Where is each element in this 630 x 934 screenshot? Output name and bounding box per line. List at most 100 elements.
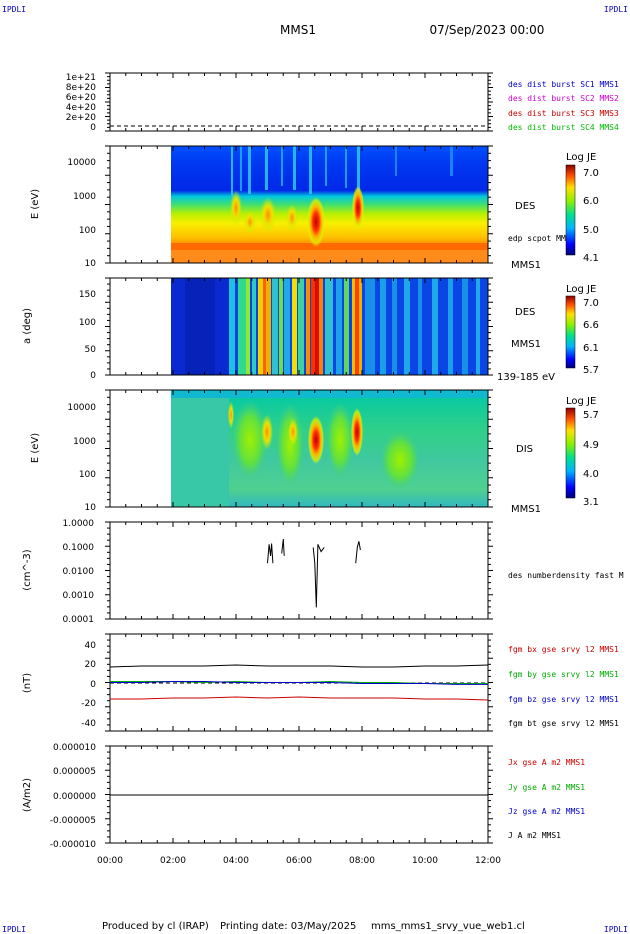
tick-label: 0.0001	[63, 615, 95, 625]
y-axis-label: E (eV)	[30, 189, 41, 219]
panel-density: (cm^-3) 1.0000 0.1000 0.0100 0.0010 0.00…	[22, 519, 624, 625]
streak	[315, 278, 319, 375]
tick-label: 1000	[73, 437, 96, 447]
panel-fgm: (nT) 40 20 0 -20 -40 fgm bx gse srvy l2 …	[22, 633, 619, 732]
colorbar-tick: 5.0	[583, 225, 599, 236]
streak	[336, 278, 342, 375]
streak	[272, 278, 278, 375]
density-series	[267, 538, 361, 608]
colorbar-tick: 5.7	[583, 410, 599, 421]
streak	[309, 146, 312, 194]
y-axis-label: (nT)	[22, 673, 33, 693]
instrument-label: DIS	[516, 444, 533, 455]
tick-label: 0	[90, 123, 96, 133]
tick-label: 0	[90, 680, 96, 690]
legend-bz: fgm bz gse srvy l2 MMS1	[508, 695, 619, 704]
footer-printing-date: Printing date: 03/May/2025	[220, 921, 356, 932]
tick-label: 1000	[73, 192, 96, 202]
hot-spot	[352, 186, 364, 230]
streak	[352, 278, 355, 375]
warm-spot	[260, 197, 276, 233]
legend-jy: Jy gse A m2 MMS1	[508, 783, 585, 792]
streak	[448, 278, 453, 375]
fgm-series	[109, 664, 489, 701]
y-ticks: 1e+21 8e+20 6e+20 4e+20 2e+20 0	[66, 73, 97, 133]
green-spot	[232, 400, 268, 480]
streak	[345, 146, 347, 188]
spectrogram-dis-energy	[171, 390, 488, 507]
corner-mark-bottom-right: IPDLI	[604, 925, 628, 934]
y-ticks: 150 100 50 0	[79, 290, 96, 381]
tick-label: -0.000010	[50, 840, 96, 850]
warm-spot	[244, 210, 256, 234]
streak	[357, 146, 360, 194]
streak	[392, 278, 397, 375]
streak	[319, 278, 323, 375]
streak	[325, 278, 333, 375]
tick-label: 1.0000	[63, 519, 95, 529]
x-tick-label: 00:00	[97, 856, 123, 866]
streak	[252, 278, 256, 375]
warm-spot	[286, 204, 298, 232]
colorbar-tick: 7.0	[583, 298, 599, 309]
tick-marks	[105, 72, 493, 844]
colorbar-tick: 6.6	[583, 320, 599, 331]
x-axis: 00:00 02:00 04:00 06:00 08:00 10:00 12:0…	[97, 856, 501, 866]
tick-label: 0.0100	[63, 567, 95, 577]
colorbar-title: Log JE	[566, 396, 596, 407]
tick-label: 100	[79, 226, 96, 236]
scpot-label: edp scpot MMS1	[508, 234, 576, 243]
legend-bt: fgm bt gse srvy l2 MMS1	[508, 719, 619, 728]
y-ticks: 0.000010 0.000005 0.000000 -0.000005 -0.…	[50, 743, 96, 850]
y-axis-label: E (eV)	[30, 433, 41, 463]
streak	[229, 278, 235, 375]
tick-label: 40	[85, 641, 97, 651]
mission-title: MMS1	[280, 23, 316, 37]
panel-dist-burst: 1e+21 8e+20 6e+20 4e+20 2e+20 0 des dist…	[66, 72, 619, 133]
colorbar-tick: 4.9	[583, 440, 599, 451]
streak	[292, 278, 297, 375]
streak	[266, 278, 271, 375]
colorbar-tick: 4.1	[583, 253, 599, 264]
green-spot	[276, 403, 304, 487]
tick-label: 0.000010	[53, 743, 96, 753]
streak	[281, 146, 283, 186]
y-axis-label: a (deg)	[22, 308, 33, 344]
tick-label: 10	[85, 259, 97, 269]
legend-bx: fgm bx gse srvy l2 MMS1	[508, 645, 619, 654]
panel-des-energy: E (eV) 10000 1000 100 10 DES edp scpot M…	[30, 145, 599, 271]
corner-mark-top-right: IPDLI	[604, 5, 628, 14]
green-spot	[380, 430, 420, 490]
streak	[476, 278, 480, 375]
spectrogram-base-bottom	[171, 250, 488, 263]
colorbar-tick: 7.0	[583, 168, 599, 179]
legend: Jx gse A m2 MMS1 Jy gse A m2 MMS1 Jz gse…	[508, 758, 585, 840]
streak	[462, 278, 468, 375]
legend: fgm bx gse srvy l2 MMS1 fgm by gse srvy …	[508, 645, 619, 728]
colorbar-tick: 6.1	[583, 343, 599, 354]
legend-sc3: des dist burst SC3 MMS3	[508, 109, 619, 118]
fgm-bt-line	[109, 664, 489, 668]
spacecraft-label: MMS1	[511, 260, 541, 271]
footer-produced-by: Produced by cl (IRAP)	[102, 921, 209, 932]
x-tick-label: 04:00	[223, 856, 249, 866]
tick-label: 150	[79, 290, 96, 300]
legend-density: des numberdensity fast M	[508, 571, 624, 580]
colorbar-tick: 4.0	[583, 469, 599, 480]
density-line-segment	[281, 538, 285, 556]
streak	[380, 278, 386, 375]
y-ticks: 1.0000 0.1000 0.0100 0.0010 0.0001	[63, 519, 95, 625]
colorbar-title: Log JE	[566, 152, 596, 163]
streak	[395, 146, 397, 176]
energy-range-label: 139-185 eV	[497, 372, 555, 383]
tick-label: 10000	[67, 403, 96, 413]
colorbar-title: Log JE	[566, 284, 596, 295]
tick-label: -20	[81, 699, 96, 709]
streak	[258, 278, 263, 375]
spectrogram-des-energy	[171, 146, 488, 263]
warm-spot	[228, 401, 234, 429]
tick-label: 100	[79, 470, 96, 480]
streak	[418, 278, 422, 375]
spacecraft-label: MMS1	[511, 339, 541, 350]
